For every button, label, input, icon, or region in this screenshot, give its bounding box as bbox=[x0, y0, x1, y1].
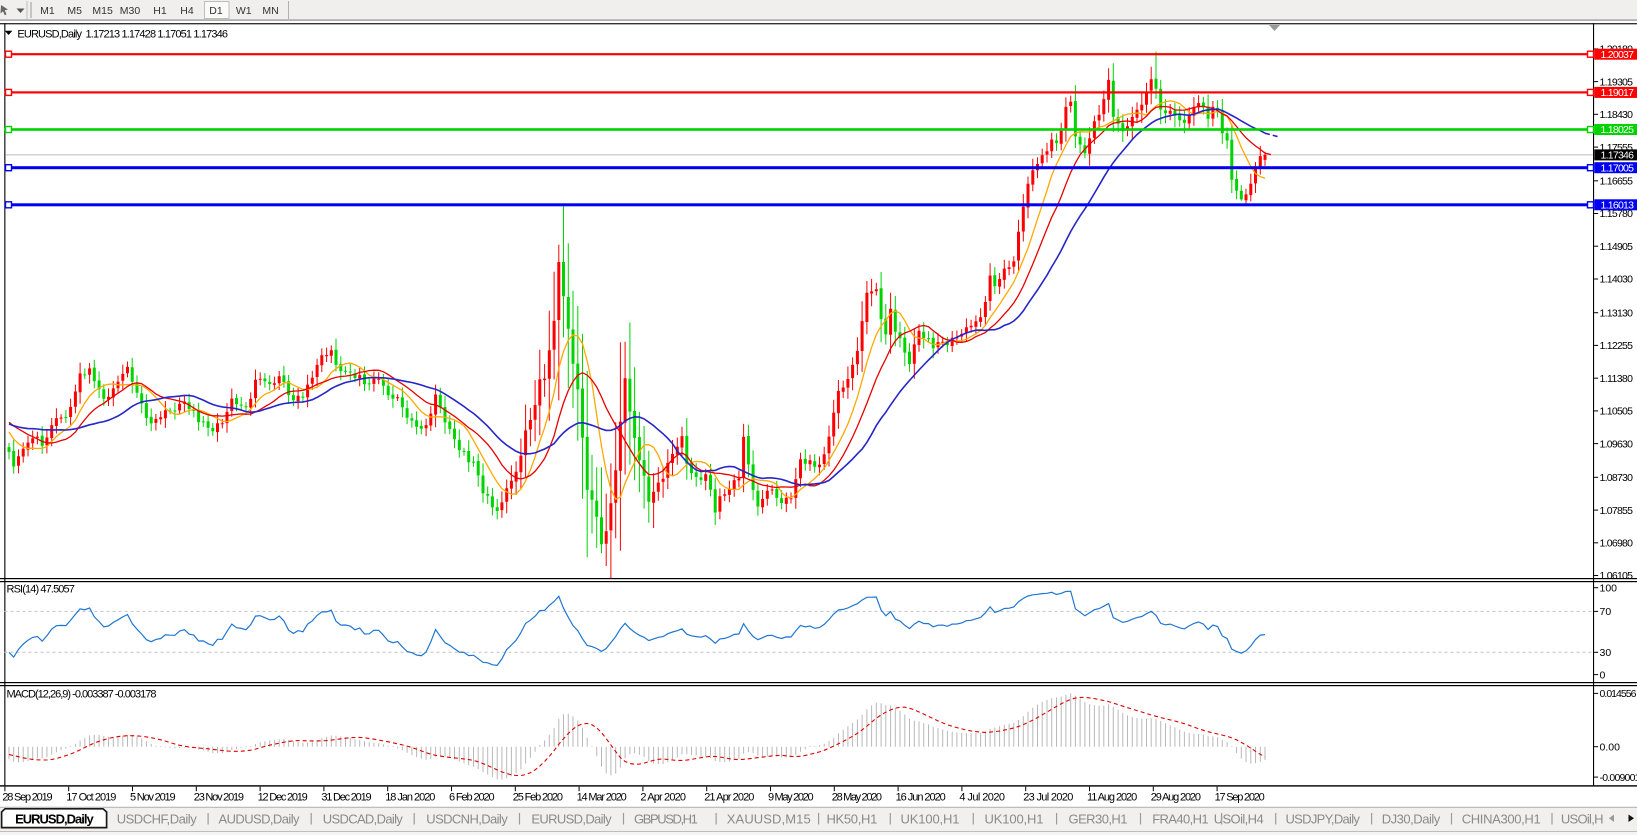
svg-text:M1: M1 bbox=[40, 5, 55, 17]
svg-text:UK100,H1: UK100,H1 bbox=[985, 812, 1044, 827]
svg-text:HK50,H1: HK50,H1 bbox=[827, 812, 878, 827]
svg-text:EURUSD,Daily 1.17213 1.17428: EURUSD,Daily 1.17213 1.17428 1.17051 1.1… bbox=[17, 28, 228, 40]
svg-text:MACD(12,26,9) -0.003387 -0.003: MACD(12,26,9) -0.003387 -0.003178 bbox=[7, 689, 157, 701]
svg-text:FRA40,H1: FRA40,H1 bbox=[1152, 812, 1208, 827]
svg-text:31 Dec 2019: 31 Dec 2019 bbox=[321, 792, 371, 804]
svg-text:14 Mar 2020: 14 Mar 2020 bbox=[577, 792, 627, 804]
svg-text:GER30,H1: GER30,H1 bbox=[1069, 812, 1128, 827]
svg-text:1.18025: 1.18025 bbox=[1601, 124, 1635, 136]
svg-text:0.00: 0.00 bbox=[1600, 741, 1621, 753]
svg-text:1.19017: 1.19017 bbox=[1601, 87, 1635, 99]
svg-text:M30: M30 bbox=[120, 5, 141, 17]
svg-text:USDCNH,Daily: USDCNH,Daily bbox=[426, 812, 508, 827]
svg-text:1.12255: 1.12255 bbox=[1600, 340, 1634, 352]
svg-text:USOil,H: USOil,H bbox=[1561, 812, 1604, 827]
svg-text:1.14905: 1.14905 bbox=[1600, 241, 1634, 253]
svg-text:USDJPY,Daily: USDJPY,Daily bbox=[1286, 812, 1361, 827]
svg-text:28 Sep 2019: 28 Sep 2019 bbox=[2, 792, 52, 804]
svg-text:21 Apr 2020: 21 Apr 2020 bbox=[704, 792, 754, 804]
svg-text:EURUSD,Daily: EURUSD,Daily bbox=[15, 812, 94, 827]
svg-text:1.08730: 1.08730 bbox=[1600, 472, 1634, 484]
svg-text:1.13130: 1.13130 bbox=[1600, 307, 1634, 319]
svg-text:H4: H4 bbox=[180, 5, 194, 17]
svg-text:4 Jul 2020: 4 Jul 2020 bbox=[959, 792, 1005, 804]
svg-text:23 Jul 2020: 23 Jul 2020 bbox=[1023, 792, 1073, 804]
svg-text:2 Apr 2020: 2 Apr 2020 bbox=[640, 792, 686, 804]
svg-text:5 Nov 2019: 5 Nov 2019 bbox=[130, 792, 176, 804]
svg-text:1.16655: 1.16655 bbox=[1600, 176, 1634, 188]
svg-text:MN: MN bbox=[262, 5, 278, 17]
svg-text:XAUUSD,M15: XAUUSD,M15 bbox=[727, 812, 811, 827]
svg-text:CHINA300,H1: CHINA300,H1 bbox=[1462, 812, 1541, 827]
svg-text:1.18430: 1.18430 bbox=[1600, 109, 1634, 121]
svg-text:100: 100 bbox=[1600, 582, 1618, 594]
svg-text:1.17005: 1.17005 bbox=[1601, 162, 1635, 174]
svg-text:17 Sep 2020: 17 Sep 2020 bbox=[1215, 792, 1265, 804]
svg-text:1.11380: 1.11380 bbox=[1600, 373, 1634, 385]
svg-text:UK100,H1: UK100,H1 bbox=[901, 812, 960, 827]
svg-text:M5: M5 bbox=[67, 5, 82, 17]
svg-text:-0.009001: -0.009001 bbox=[1600, 772, 1637, 784]
svg-text:M15: M15 bbox=[92, 5, 113, 17]
svg-text:6 Feb 2020: 6 Feb 2020 bbox=[449, 792, 495, 804]
svg-text:25 Feb 2020: 25 Feb 2020 bbox=[513, 792, 563, 804]
svg-text:EURUSD,Daily: EURUSD,Daily bbox=[531, 812, 612, 827]
svg-text:0: 0 bbox=[1600, 669, 1606, 681]
svg-text:12 Dec 2019: 12 Dec 2019 bbox=[258, 792, 308, 804]
svg-text:USOil,H4: USOil,H4 bbox=[1214, 812, 1264, 827]
svg-text:0.014556: 0.014556 bbox=[1600, 688, 1637, 700]
svg-text:17 Oct 2019: 17 Oct 2019 bbox=[66, 792, 116, 804]
svg-text:29 Aug 2020: 29 Aug 2020 bbox=[1151, 792, 1201, 804]
svg-text:1.14030: 1.14030 bbox=[1600, 274, 1634, 286]
svg-text:1.06980: 1.06980 bbox=[1600, 538, 1634, 550]
svg-text:70: 70 bbox=[1600, 606, 1612, 618]
svg-text:DJ30,Daily: DJ30,Daily bbox=[1382, 812, 1441, 827]
svg-text:USDCHF,Daily: USDCHF,Daily bbox=[117, 812, 198, 827]
svg-text:D1: D1 bbox=[209, 5, 223, 17]
svg-text:H1: H1 bbox=[153, 5, 167, 17]
svg-text:1.06105: 1.06105 bbox=[1600, 570, 1634, 582]
svg-text:1.20037: 1.20037 bbox=[1601, 49, 1635, 61]
svg-text:1.07855: 1.07855 bbox=[1600, 505, 1634, 517]
svg-text:1.17346: 1.17346 bbox=[1601, 150, 1635, 162]
svg-text:RSI(14) 47.5057: RSI(14) 47.5057 bbox=[7, 584, 75, 596]
svg-text:23 Nov 2019: 23 Nov 2019 bbox=[194, 792, 244, 804]
svg-text:1.09630: 1.09630 bbox=[1600, 438, 1634, 450]
svg-text:AUDUSD,Daily: AUDUSD,Daily bbox=[219, 812, 301, 827]
svg-text:W1: W1 bbox=[236, 5, 252, 17]
svg-text:1.19305: 1.19305 bbox=[1600, 76, 1634, 88]
svg-text:18 Jan 2020: 18 Jan 2020 bbox=[385, 792, 435, 804]
svg-text:1.16013: 1.16013 bbox=[1601, 200, 1635, 212]
svg-text:1.10505: 1.10505 bbox=[1600, 406, 1634, 418]
svg-text:11 Aug 2020: 11 Aug 2020 bbox=[1087, 792, 1137, 804]
svg-text:16 Jun 2020: 16 Jun 2020 bbox=[896, 792, 946, 804]
svg-text:GBPUSD,H1: GBPUSD,H1 bbox=[634, 812, 698, 827]
svg-text:28 May 2020: 28 May 2020 bbox=[832, 792, 882, 804]
svg-text:USDCAD,Daily: USDCAD,Daily bbox=[323, 812, 404, 827]
svg-text:1.15780: 1.15780 bbox=[1600, 208, 1634, 220]
svg-text:30: 30 bbox=[1600, 647, 1612, 659]
svg-text:9 May 2020: 9 May 2020 bbox=[768, 792, 814, 804]
